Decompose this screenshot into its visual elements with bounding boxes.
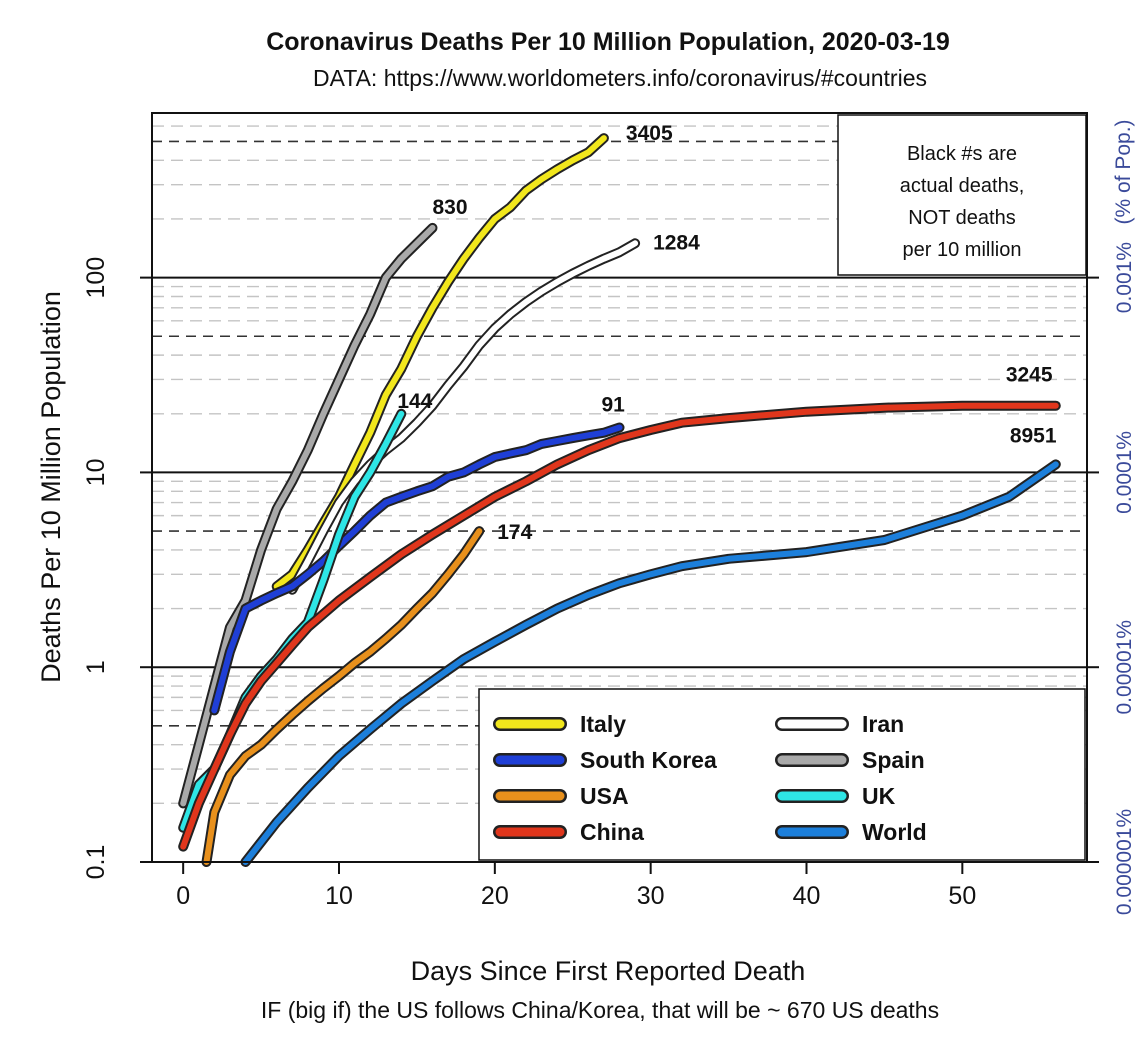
series-south-korea: [209, 422, 625, 716]
series-group: [178, 133, 1061, 867]
chart-caption: IF (big if) the US follows China/Korea, …: [261, 997, 939, 1023]
legend-item-italy: Italy: [493, 711, 626, 737]
legend-label: USA: [580, 783, 629, 809]
x-tick-label: 40: [793, 882, 821, 910]
legend-item-china: China: [493, 819, 644, 845]
note-line: actual deaths,: [900, 175, 1025, 197]
end-label-iran: 1284: [653, 231, 700, 254]
legend-item-iran: Iran: [775, 711, 904, 737]
legend-item-south-korea: South Korea: [493, 747, 717, 773]
note-line: NOT deaths: [908, 207, 1015, 229]
series-spain: [178, 222, 438, 809]
right-tick-label: 0.0001%: [1113, 431, 1136, 514]
right-tick-label: 0.00001%: [1113, 620, 1136, 715]
y-tick-label: 10: [82, 459, 110, 487]
right-tick-label: 0.000001%: [1113, 809, 1136, 915]
note-box: Black #s are actual deaths, NOT deaths per …: [837, 114, 1087, 276]
chart-title: Coronavirus Deaths Per 10 Million Popula…: [266, 28, 950, 56]
x-tick-label: 30: [637, 882, 665, 910]
legend-label: Iran: [862, 711, 904, 737]
end-label-italy: 3405: [626, 122, 673, 145]
legend-label: World: [862, 819, 927, 845]
y-axis-label: Deaths Per 10 Million Population: [36, 291, 66, 683]
series-line: [242, 461, 1059, 865]
y-tick-label: 1: [82, 660, 110, 674]
right-axis-label: (% of Pop.): [1112, 119, 1135, 224]
legend-label: Spain: [862, 747, 925, 773]
series-usa: [201, 526, 485, 867]
legend-label: UK: [862, 783, 896, 809]
end-label-world: 8951: [1010, 424, 1057, 447]
y-tick-label: 0.1: [82, 845, 110, 880]
series-china: [178, 400, 1061, 852]
series-line: [180, 402, 1059, 850]
legend-label: Italy: [580, 711, 626, 737]
x-axis-label: Days Since First Reported Death: [411, 956, 806, 986]
chart-subtitle: DATA: https://www.worldometers.info/coro…: [313, 65, 927, 91]
end-label-china: 3245: [1006, 364, 1053, 387]
legend-label: South Korea: [580, 747, 717, 773]
note-frame: [837, 114, 1087, 276]
end-label-south-korea: 91: [602, 394, 626, 417]
legend-item-uk: UK: [775, 783, 896, 809]
axes: 0 10 20 30 40 50 0.1 1 10 100 0.001% 0.0001% 0.00001…: [82, 112, 1136, 915]
series-line: [211, 424, 623, 714]
right-tick-label: 0.001%: [1113, 242, 1136, 313]
plot-frame: [151, 112, 1088, 863]
end-label-usa: 174: [497, 521, 532, 544]
x-tick-label: 10: [325, 882, 353, 910]
end-label-spain: 830: [433, 196, 468, 219]
end-label-uk: 144: [397, 390, 432, 413]
legend: Italy Iran South Korea Spain USA UK China World: [478, 688, 1086, 861]
legend-label: China: [580, 819, 644, 845]
legend-item-world: World: [775, 819, 927, 845]
series-line: [203, 528, 483, 865]
x-tick-label: 50: [948, 882, 976, 910]
x-tick-label: 20: [481, 882, 509, 910]
note-line: Black #s are: [907, 143, 1017, 165]
legend-item-usa: USA: [493, 783, 629, 809]
note-line: per 10 million: [903, 239, 1022, 261]
end-labels: 830 3405 1284 91 144 174 3245 8951: [397, 122, 1057, 544]
series-line: [180, 224, 436, 807]
series-iran: [287, 238, 641, 595]
series-world: [240, 459, 1061, 867]
legend-item-spain: Spain: [775, 747, 925, 773]
y-tick-label: 100: [82, 257, 110, 299]
x-tick-label: 0: [176, 882, 190, 910]
series-line: [289, 240, 639, 593]
